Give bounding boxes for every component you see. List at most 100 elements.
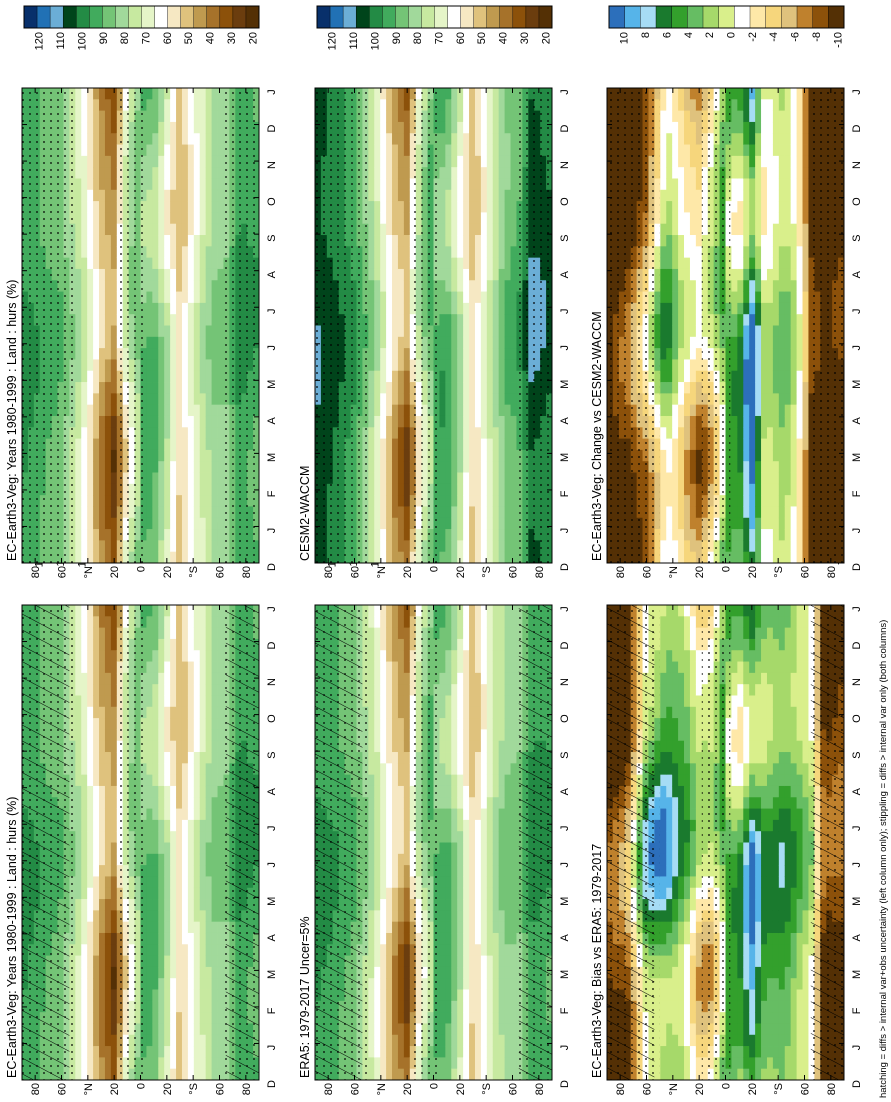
heatmap-cell xyxy=(158,876,165,889)
heatmap-cell xyxy=(93,966,100,979)
heatmap-cell xyxy=(164,706,171,719)
heatmap-cell xyxy=(474,955,482,968)
heatmap-cell xyxy=(146,672,153,685)
heatmap-cell xyxy=(510,819,517,832)
heatmap-cell xyxy=(176,944,183,956)
heatmap-cell xyxy=(99,302,106,315)
heatmap-cell xyxy=(164,551,171,563)
colorbar-swatch xyxy=(128,5,143,29)
heatmap-cell xyxy=(152,121,159,134)
heatmap-cell xyxy=(374,718,381,730)
heatmap-cell xyxy=(87,438,94,451)
heatmap-cell xyxy=(217,291,224,304)
heatmap-cell xyxy=(504,932,511,945)
heatmap-cell xyxy=(93,921,100,934)
heatmap-cell xyxy=(146,627,153,640)
heatmap-cell xyxy=(152,695,159,708)
heatmap-cell xyxy=(205,921,212,934)
heatmap-cell xyxy=(110,506,118,519)
heatmap-cell xyxy=(176,932,183,945)
heatmap-cell xyxy=(492,627,500,640)
heatmap-cell xyxy=(104,638,112,651)
heatmap-cell xyxy=(474,899,482,911)
heatmap-cell xyxy=(81,865,88,877)
heatmap-cell xyxy=(510,650,517,662)
heatmap-cell xyxy=(451,842,458,855)
heatmap-cell xyxy=(211,268,218,281)
heatmap-cell xyxy=(146,155,153,168)
heatmap-cell xyxy=(392,684,399,696)
heatmap-cell xyxy=(87,268,94,281)
heatmap-cell xyxy=(104,944,112,956)
heatmap-cell xyxy=(211,672,218,685)
heatmap-cell xyxy=(193,99,201,112)
heatmap-cell xyxy=(81,257,88,270)
heatmap-cell xyxy=(152,842,159,855)
heatmap-cell xyxy=(99,178,106,191)
heatmap-cell xyxy=(392,978,399,990)
heatmap-cell xyxy=(199,461,207,473)
heatmap-cell xyxy=(176,842,183,855)
heatmap-cell xyxy=(211,774,218,787)
heatmap-cell xyxy=(110,932,118,945)
heatmap-cell xyxy=(152,763,159,776)
heatmap-cell xyxy=(211,684,218,696)
heatmap-cell xyxy=(217,483,224,496)
heatmap-cell xyxy=(75,235,82,247)
heatmap-cell xyxy=(392,616,399,629)
heatmap-cell xyxy=(152,393,159,406)
heatmap-cell xyxy=(392,752,399,764)
heatmap-cell xyxy=(374,1000,381,1013)
heatmap-cell xyxy=(457,706,464,719)
heatmap-cell xyxy=(504,865,511,877)
heatmap-cell xyxy=(386,842,393,855)
heatmap-cell xyxy=(463,774,470,787)
heatmap-cell xyxy=(445,910,452,923)
heatmap-cell xyxy=(187,472,195,485)
heatmap-cell xyxy=(486,831,494,843)
heatmap-cell xyxy=(374,684,381,696)
heatmap-cell xyxy=(158,178,165,191)
heatmap-cell xyxy=(75,831,82,843)
heatmap-cell xyxy=(81,638,88,651)
heatmap-cell xyxy=(93,752,100,764)
heatmap-cell xyxy=(498,944,505,956)
heatmap-cell xyxy=(211,472,218,485)
heatmap-cell xyxy=(164,819,171,832)
heatmap-cell xyxy=(397,1000,405,1013)
heatmap-cell xyxy=(81,1034,88,1047)
heatmap-cell xyxy=(439,1046,446,1058)
heatmap-cell xyxy=(81,427,88,439)
heatmap-cell xyxy=(81,740,88,753)
colorbar-tick-label: 90 xyxy=(98,32,110,44)
heatmap-cell xyxy=(164,178,171,191)
heatmap-cell xyxy=(510,706,517,719)
heatmap-cell xyxy=(211,336,218,349)
heatmap-cell xyxy=(510,695,517,708)
heatmap-cell xyxy=(469,774,476,787)
heatmap-cell xyxy=(81,212,88,225)
month-tick-label: J xyxy=(266,89,278,95)
heatmap-cell xyxy=(504,638,511,651)
heatmap-cell xyxy=(158,1057,165,1070)
heatmap-cell xyxy=(104,302,112,315)
heatmap-cell xyxy=(104,831,112,843)
heatmap-cell xyxy=(439,966,446,979)
heatmap-cell xyxy=(205,887,212,900)
heatmap-cell xyxy=(93,853,100,866)
heatmap-cell xyxy=(492,819,500,832)
heatmap-cell xyxy=(152,1012,159,1024)
heatmap-cell xyxy=(211,483,218,496)
heatmap-cell xyxy=(170,517,177,530)
heatmap-cell xyxy=(87,551,94,563)
heatmap-cell xyxy=(158,842,165,855)
heatmap-cell xyxy=(199,706,207,719)
colorbar-swatch xyxy=(245,5,260,29)
heatmap-cell xyxy=(403,989,411,1002)
heatmap-cell xyxy=(176,1000,183,1013)
heatmap-cell xyxy=(176,257,183,270)
heatmap-cell xyxy=(193,280,201,292)
heatmap-cell xyxy=(199,899,207,911)
heatmap-cell xyxy=(486,910,494,923)
heatmap-cell xyxy=(451,718,458,730)
